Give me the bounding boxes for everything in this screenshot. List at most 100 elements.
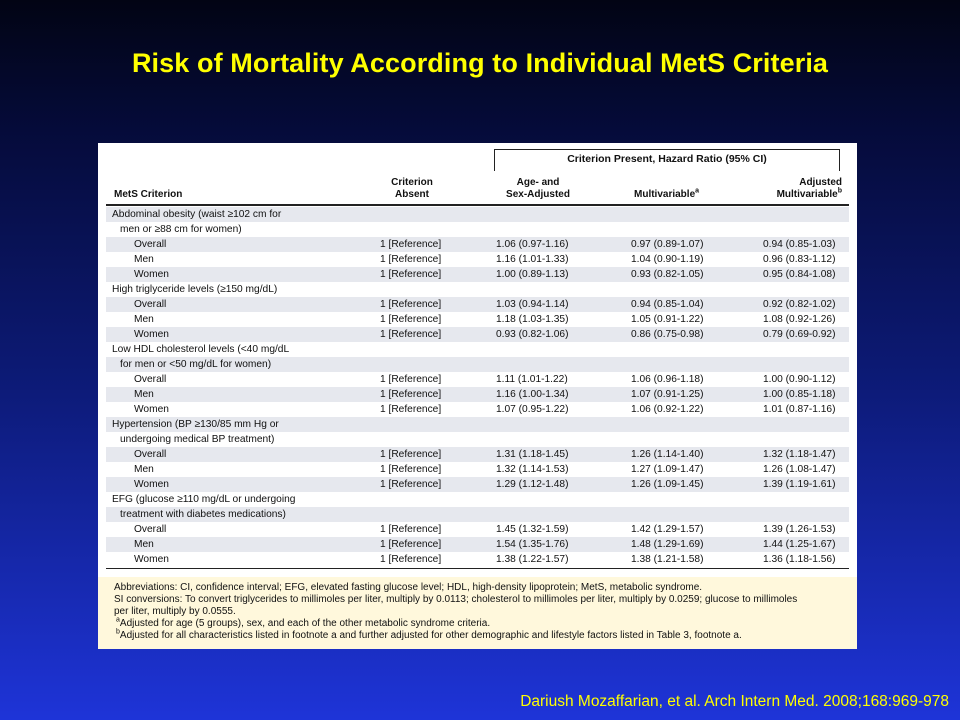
- table-row: Men 1 [Reference] 1.54 (1.35-1.76) 1.48 (1.…: [106, 537, 849, 552]
- row-label: Hypertension (BP ≥130/85 mm Hg or: [112, 419, 279, 430]
- table-row: Women 1 [Reference] 1.07 (0.95-1.22) 1.06 (…: [106, 402, 849, 417]
- col-header-adj-sup: b: [837, 187, 842, 195]
- cell-absent: 1 [Reference]: [380, 269, 442, 280]
- cell-absent: 1 [Reference]: [380, 524, 442, 535]
- col-header-multi-sup: a: [695, 187, 700, 195]
- cell-adjusted-multivariable: 1.01 (0.87-1.16): [763, 404, 836, 415]
- cell-multivariable: 1.26 (1.14-1.40): [631, 449, 704, 460]
- cell-multivariable: 1.42 (1.29-1.57): [631, 524, 704, 535]
- row-label: Women: [134, 554, 169, 565]
- cell-age-sex-adjusted: 1.18 (1.03-1.35): [496, 314, 569, 325]
- table-row: High triglyceride levels (≥150 mg/dL): [106, 282, 849, 297]
- cell-adjusted-multivariable: 0.95 (0.84-1.08): [763, 269, 836, 280]
- cell-multivariable: 0.93 (0.82-1.05): [631, 269, 704, 280]
- row-label: Women: [134, 404, 169, 415]
- cell-absent: 1 [Reference]: [380, 539, 442, 550]
- row-label: Women: [134, 479, 169, 490]
- row-label: EFG (glucose ≥110 mg/dL or undergoing: [112, 494, 296, 505]
- row-label: Abdominal obesity (waist ≥102 cm for: [112, 209, 282, 220]
- row-label: Overall: [134, 374, 167, 385]
- table-row: Women 1 [Reference] 1.29 (1.12-1.48) 1.26 (…: [106, 477, 849, 492]
- row-label: treatment with diabetes medications): [120, 509, 286, 520]
- cell-age-sex-adjusted: 1.54 (1.35-1.76): [496, 539, 569, 550]
- cell-absent: 1 [Reference]: [380, 314, 442, 325]
- cell-absent: 1 [Reference]: [380, 464, 442, 475]
- row-label: Overall: [134, 239, 167, 250]
- cell-multivariable: 0.86 (0.75-0.98): [631, 329, 704, 340]
- slide-title: Risk of Mortality According to Individua…: [131, 48, 829, 78]
- row-label: Low HDL cholesterol levels (<40 mg/dL: [112, 344, 290, 355]
- table-row: Men 1 [Reference] 1.16 (1.00-1.34) 1.07 (0.…: [106, 387, 849, 402]
- col-header-adj-text: Multivariable: [776, 189, 838, 200]
- cell-multivariable: 1.04 (0.90-1.19): [631, 254, 704, 265]
- table-row: Overall 1 [Reference] 1.06 (0.97-1.16) 0.97…: [106, 237, 849, 252]
- cell-multivariable: 1.05 (0.91-1.22): [631, 314, 704, 325]
- row-label: Men: [134, 464, 154, 475]
- footnote-a-mark: a: [116, 616, 120, 624]
- table-row: Men 1 [Reference] 1.32 (1.14-1.53) 1.27 (1.…: [106, 462, 849, 477]
- col-header-criterion: MetS Criterion: [114, 189, 183, 200]
- cell-adjusted-multivariable: 0.79 (0.69-0.92): [763, 329, 836, 340]
- col-header-adj-line2: Multivariableb: [770, 187, 842, 201]
- table-row: EFG (glucose ≥110 mg/dL or undergoing: [106, 492, 849, 507]
- cell-adjusted-multivariable: 1.08 (0.92-1.26): [763, 314, 836, 325]
- header-rule: [106, 204, 849, 206]
- table-bottom-rule: [106, 568, 849, 569]
- table-row: for men or <50 mg/dL for women): [106, 357, 849, 372]
- footnote-si-1: SI conversions: To convert triglycerides…: [114, 594, 798, 605]
- col-header-age-line2: Sex-Adjusted: [506, 189, 570, 200]
- cell-age-sex-adjusted: 0.93 (0.82-1.06): [496, 329, 569, 340]
- cell-adjusted-multivariable: 0.94 (0.85-1.03): [763, 239, 836, 250]
- row-label: men or ≥88 cm for women): [120, 224, 242, 235]
- table-row: Men 1 [Reference] 1.18 (1.03-1.35) 1.05 (0.…: [106, 312, 849, 327]
- cell-multivariable: 0.97 (0.89-1.07): [631, 239, 704, 250]
- row-label: Men: [134, 389, 154, 400]
- row-label: High triglyceride levels (≥150 mg/dL): [112, 284, 278, 295]
- group-header: Criterion Present, Hazard Ratio (95% CI): [494, 149, 840, 171]
- cell-age-sex-adjusted: 1.06 (0.97-1.16): [496, 239, 569, 250]
- row-label: undergoing medical BP treatment): [120, 434, 275, 445]
- table-row: Low HDL cholesterol levels (<40 mg/dL: [106, 342, 849, 357]
- cell-adjusted-multivariable: 1.44 (1.25-1.67): [763, 539, 836, 550]
- cell-age-sex-adjusted: 1.16 (1.00-1.34): [496, 389, 569, 400]
- cell-absent: 1 [Reference]: [380, 404, 442, 415]
- cell-absent: 1 [Reference]: [380, 389, 442, 400]
- cell-adjusted-multivariable: 1.00 (0.90-1.12): [763, 374, 836, 385]
- col-header-absent-line1: Criterion: [391, 177, 433, 188]
- footnote-b-mark: b: [116, 628, 120, 636]
- cell-age-sex-adjusted: 1.07 (0.95-1.22): [496, 404, 569, 415]
- table-row: Men 1 [Reference] 1.16 (1.01-1.33) 1.04 (0.…: [106, 252, 849, 267]
- cell-multivariable: 0.94 (0.85-1.04): [631, 299, 704, 310]
- cell-adjusted-multivariable: 0.92 (0.82-1.02): [763, 299, 836, 310]
- cell-multivariable: 1.06 (0.96-1.18): [631, 374, 704, 385]
- table-row: treatment with diabetes medications): [106, 507, 849, 522]
- row-label: Overall: [134, 524, 167, 535]
- cell-adjusted-multivariable: 0.96 (0.83-1.12): [763, 254, 836, 265]
- cell-adjusted-multivariable: 1.36 (1.18-1.56): [763, 554, 836, 565]
- cell-adjusted-multivariable: 1.26 (1.08-1.47): [763, 464, 836, 475]
- cell-adjusted-multivariable: 1.00 (0.85-1.18): [763, 389, 836, 400]
- col-header-absent-line2: Absent: [395, 189, 429, 200]
- citation: Dariush Mozaffarian, et al. Arch Intern …: [520, 693, 949, 710]
- footnote-b: bAdjusted for all characteristics listed…: [114, 628, 857, 642]
- row-label: Overall: [134, 449, 167, 460]
- cell-absent: 1 [Reference]: [380, 374, 442, 385]
- cell-multivariable: 1.26 (1.09-1.45): [631, 479, 704, 490]
- cell-age-sex-adjusted: 1.03 (0.94-1.14): [496, 299, 569, 310]
- col-header-age-line1: Age- and: [516, 177, 560, 188]
- footnote-a-text: Adjusted for age (5 groups), sex, and ea…: [119, 618, 491, 629]
- cell-adjusted-multivariable: 1.39 (1.26-1.53): [763, 524, 836, 535]
- cell-age-sex-adjusted: 1.38 (1.22-1.57): [496, 554, 569, 565]
- table-row: Women 1 [Reference] 0.93 (0.82-1.06) 0.86 (…: [106, 327, 849, 342]
- col-header-multivariable: Multivariablea: [634, 187, 700, 201]
- row-label: Men: [134, 539, 154, 550]
- cell-multivariable: 1.38 (1.21-1.58): [631, 554, 704, 565]
- footnote-a: aAdjusted for age (5 groups), sex, and e…: [114, 616, 857, 630]
- cell-absent: 1 [Reference]: [380, 329, 442, 340]
- cell-multivariable: 1.27 (1.09-1.47): [631, 464, 704, 475]
- cell-absent: 1 [Reference]: [380, 449, 442, 460]
- table-row: Hypertension (BP ≥130/85 mm Hg or: [106, 417, 849, 432]
- table-row: Women 1 [Reference] 1.38 (1.22-1.57) 1.38 (…: [106, 552, 849, 567]
- cell-multivariable: 1.07 (0.91-1.25): [631, 389, 704, 400]
- cell-multivariable: 1.06 (0.92-1.22): [631, 404, 704, 415]
